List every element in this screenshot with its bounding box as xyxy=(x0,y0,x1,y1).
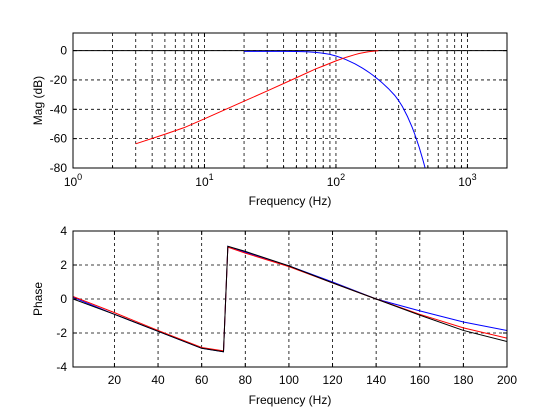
phase-y-axis-label: Phase xyxy=(31,282,45,316)
mag-x-tick-label: 102 xyxy=(327,172,345,189)
phase-x-tick-label: 100 xyxy=(279,373,299,387)
phase-x-tick-label: 120 xyxy=(323,373,343,387)
mag-y-axis-label: Mag (dB) xyxy=(31,76,45,125)
phase-series-line-2 xyxy=(73,246,507,352)
mag-series-line-2 xyxy=(244,50,426,168)
phase-x-tick-label: 60 xyxy=(195,373,209,387)
phase-x-axis-label: Frequency (Hz) xyxy=(249,393,332,407)
magnitude-plot: 100 101 102 103 0 -20 -40 -60 -80 Frequency (Hz) M… xyxy=(31,32,508,208)
phase-x-tick-label: 80 xyxy=(239,373,253,387)
phase-plot: 20 40 60 80 100 120 140 160 180 200420-2-4Frequen… xyxy=(31,224,517,407)
phase-series-line-3 xyxy=(73,245,507,353)
mag-x-tick-label: 101 xyxy=(195,172,213,189)
phase-x-tick-label: 200 xyxy=(497,373,517,387)
phase-x-tick-label: 160 xyxy=(410,373,430,387)
mag-y-tick-label: -60 xyxy=(50,132,68,146)
mag-series-group xyxy=(73,50,507,168)
phase-x-tick-label: 180 xyxy=(453,373,473,387)
phase-y-tick-label: 2 xyxy=(60,258,67,272)
phase-x-tick-label: 140 xyxy=(366,373,386,387)
phase-y-tick-label: -2 xyxy=(56,326,67,340)
mag-x-axis-label: Frequency (Hz) xyxy=(249,194,332,208)
phase-y-tick-label: 4 xyxy=(60,224,67,238)
mag-series-line-3 xyxy=(135,50,379,145)
mag-y-tick-label: 0 xyxy=(60,44,67,58)
phase-y-tick-label: 0 xyxy=(60,292,67,306)
phase-x-tick-label: 40 xyxy=(151,373,165,387)
mag-y-tick-label: -40 xyxy=(50,102,68,116)
phase-y-tick-label: -4 xyxy=(56,360,67,374)
mag-axes-frame xyxy=(72,32,508,169)
mag-x-tick-label: 103 xyxy=(458,172,476,189)
mag-y-tick-label: -80 xyxy=(50,161,68,175)
mag-y-tick-label: -20 xyxy=(50,73,68,87)
mag-x-tick-label: 100 xyxy=(64,172,82,189)
mag-plot-area xyxy=(73,33,507,168)
phase-series-group xyxy=(73,245,507,353)
phase-x-tick-label: 20 xyxy=(108,373,122,387)
